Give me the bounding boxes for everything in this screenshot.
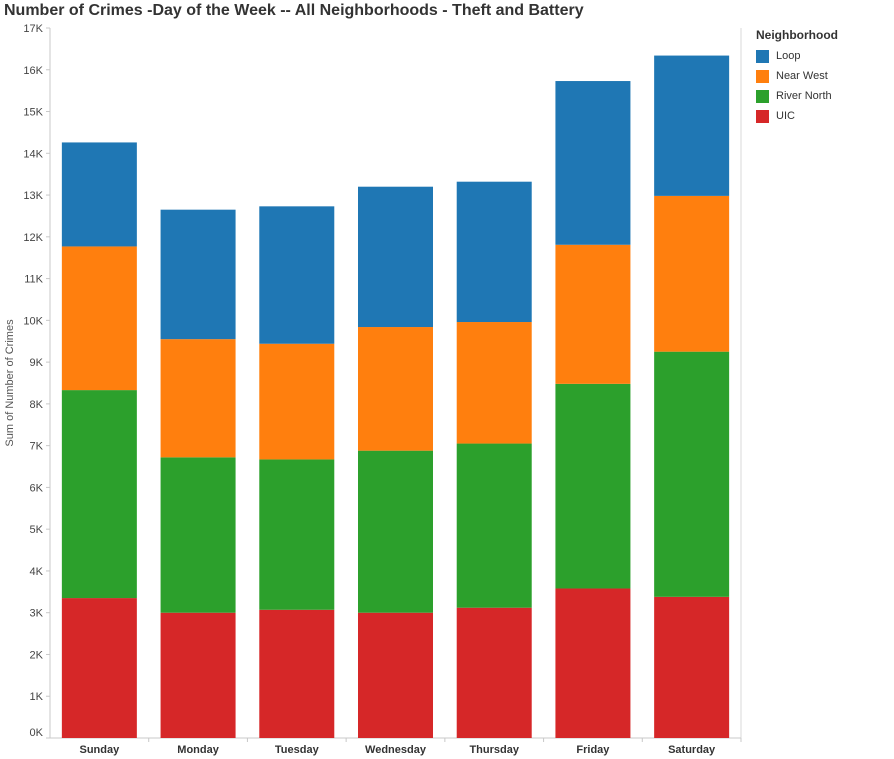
y-axis-title: Sum of Number of Crimes [4, 319, 16, 447]
bar-segment-near-west [61, 246, 137, 391]
legend-title: Neighborhood [756, 28, 838, 42]
x-tick-label: Friday [576, 744, 610, 756]
y-tick-label: 9K [30, 357, 44, 369]
y-tick-label: 0K [30, 727, 44, 739]
legend: Neighborhood Loop Near West River North UIC [756, 28, 838, 126]
bar-segment-river-north [259, 459, 335, 610]
legend-label: UIC [776, 110, 795, 122]
legend-label: River North [776, 90, 832, 102]
bar-segment-river-north [358, 450, 433, 613]
y-tick-label: 10K [23, 315, 43, 327]
y-tick-label: 8K [30, 399, 44, 411]
y-tick-label: 7K [30, 441, 44, 453]
bar-segment-loop [358, 186, 433, 328]
bar-segment-river-north [160, 457, 236, 613]
x-tick-label: Monday [177, 744, 219, 756]
y-tick-label: 3K [30, 608, 44, 620]
bar-segment-loop [555, 81, 631, 245]
legend-swatch [756, 69, 769, 83]
x-tick-label: Wednesday [365, 744, 427, 756]
y-tick-label: 5K [30, 524, 44, 536]
x-tick-label: Sunday [79, 744, 120, 756]
bar-segment-near-west [259, 343, 335, 460]
y-tick-label: 13K [23, 190, 43, 202]
y-tick-label: 12K [23, 232, 43, 244]
bar-segment-loop [160, 209, 236, 340]
bar-segment-uic [160, 612, 236, 738]
bar-segment-uic [358, 612, 433, 738]
bar-segment-loop [61, 142, 137, 247]
legend-item[interactable]: UIC [756, 106, 838, 126]
bar-segment-river-north [61, 390, 137, 599]
bar-segment-near-west [358, 327, 433, 451]
x-tick-label: Thursday [469, 744, 519, 756]
y-tick-label: 16K [23, 65, 43, 77]
legend-label: Near West [776, 70, 828, 82]
bar-segment-loop [259, 206, 335, 344]
bar-segment-river-north [555, 383, 631, 589]
bar-segment-loop [654, 55, 730, 196]
legend-swatch [756, 89, 769, 103]
bar-segment-uic [61, 598, 137, 738]
bar-segment-uic [456, 607, 532, 738]
y-tick-label: 1K [30, 691, 44, 703]
bar-segment-river-north [654, 351, 730, 597]
bar-segment-near-west [456, 322, 532, 444]
bar-segment-uic [259, 609, 335, 738]
y-tick-label: 11K [24, 274, 43, 286]
bar-segment-uic [555, 588, 631, 738]
bar-segment-near-west [555, 244, 631, 384]
bar-segment-loop [456, 181, 532, 323]
chart-title: Number of Crimes -Day of the Week -- All… [4, 2, 584, 19]
legend-swatch [756, 109, 769, 123]
y-tick-label: 17K [23, 23, 43, 35]
bar-segment-near-west [160, 339, 236, 458]
legend-item[interactable]: River North [756, 86, 838, 106]
legend-label: Loop [776, 50, 801, 62]
x-tick-label: Saturday [668, 744, 716, 756]
bar-segment-uic [654, 596, 730, 738]
y-tick-label: 15K [23, 107, 43, 119]
y-tick-label: 6K [30, 482, 44, 494]
x-tick-label: Tuesday [275, 744, 320, 756]
legend-swatch [756, 49, 769, 63]
bar-segment-near-west [654, 195, 730, 352]
legend-item[interactable]: Loop [756, 46, 838, 66]
y-tick-label: 4K [30, 566, 44, 578]
bar-segment-river-north [456, 443, 532, 608]
y-tick-label: 2K [30, 649, 44, 661]
y-tick-label: 14K [23, 148, 43, 160]
legend-item[interactable]: Near West [756, 66, 838, 86]
